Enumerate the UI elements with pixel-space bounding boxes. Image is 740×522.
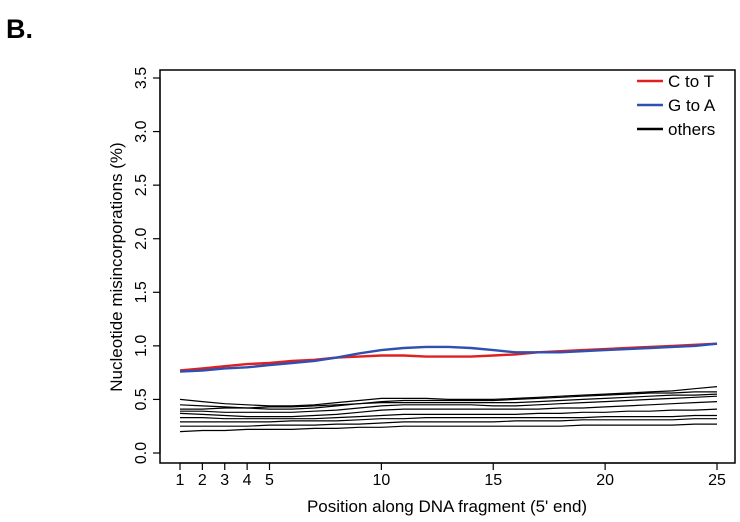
x-tick-label: 1 [176,472,185,489]
y-tick-label: 1.5 [133,281,150,303]
y-tick-label: 2.0 [133,227,150,249]
y-axis: 0.0 0.5 1.0 1.5 2.0 2.5 3.0 3.5 [133,67,161,464]
x-tick-label: 20 [596,472,614,489]
x-tick-label: 4 [243,472,252,489]
x-tick-label: 5 [265,472,274,489]
series-line-g-to-a [179,342,718,373]
panel-label: B. [6,14,33,44]
series-line-other-5 [180,395,718,413]
series-line-other-10 [179,423,717,433]
y-tick-label: 0.5 [133,388,150,410]
series-line-other-7 [180,408,718,420]
y-tick-label: 3.0 [133,120,150,142]
legend: C to T G to A others [637,72,716,139]
series-line-other-6 [179,401,718,418]
x-tick-label: 25 [708,472,726,489]
x-tick-label: 2 [198,472,207,489]
x-tick-label: 15 [484,472,502,489]
legend-label: C to T [668,72,714,91]
series-line-other-4 [180,393,718,410]
x-axis-label: Position along DNA fragment (5' end) [307,497,587,516]
y-tick-label: 0.0 [133,442,150,464]
y-tick-label: 3.5 [133,67,150,89]
y-axis-label: Nucleotide misincorporations (%) [107,142,126,391]
y-tick-label: 1.0 [133,335,150,357]
x-tick-label: 10 [372,472,390,489]
x-axis: 1 2 3 4 5 10 15 20 25 [176,462,726,489]
series-line-other-8 [180,414,717,423]
series-line-other-9 [180,418,717,427]
legend-label: others [668,120,715,139]
series-line-other-3 [179,391,717,410]
legend-label: G to A [668,96,716,115]
series-line-others [179,386,718,407]
y-tick-label: 2.5 [133,174,150,196]
data-lines [179,342,718,433]
x-tick-label: 3 [220,472,229,489]
